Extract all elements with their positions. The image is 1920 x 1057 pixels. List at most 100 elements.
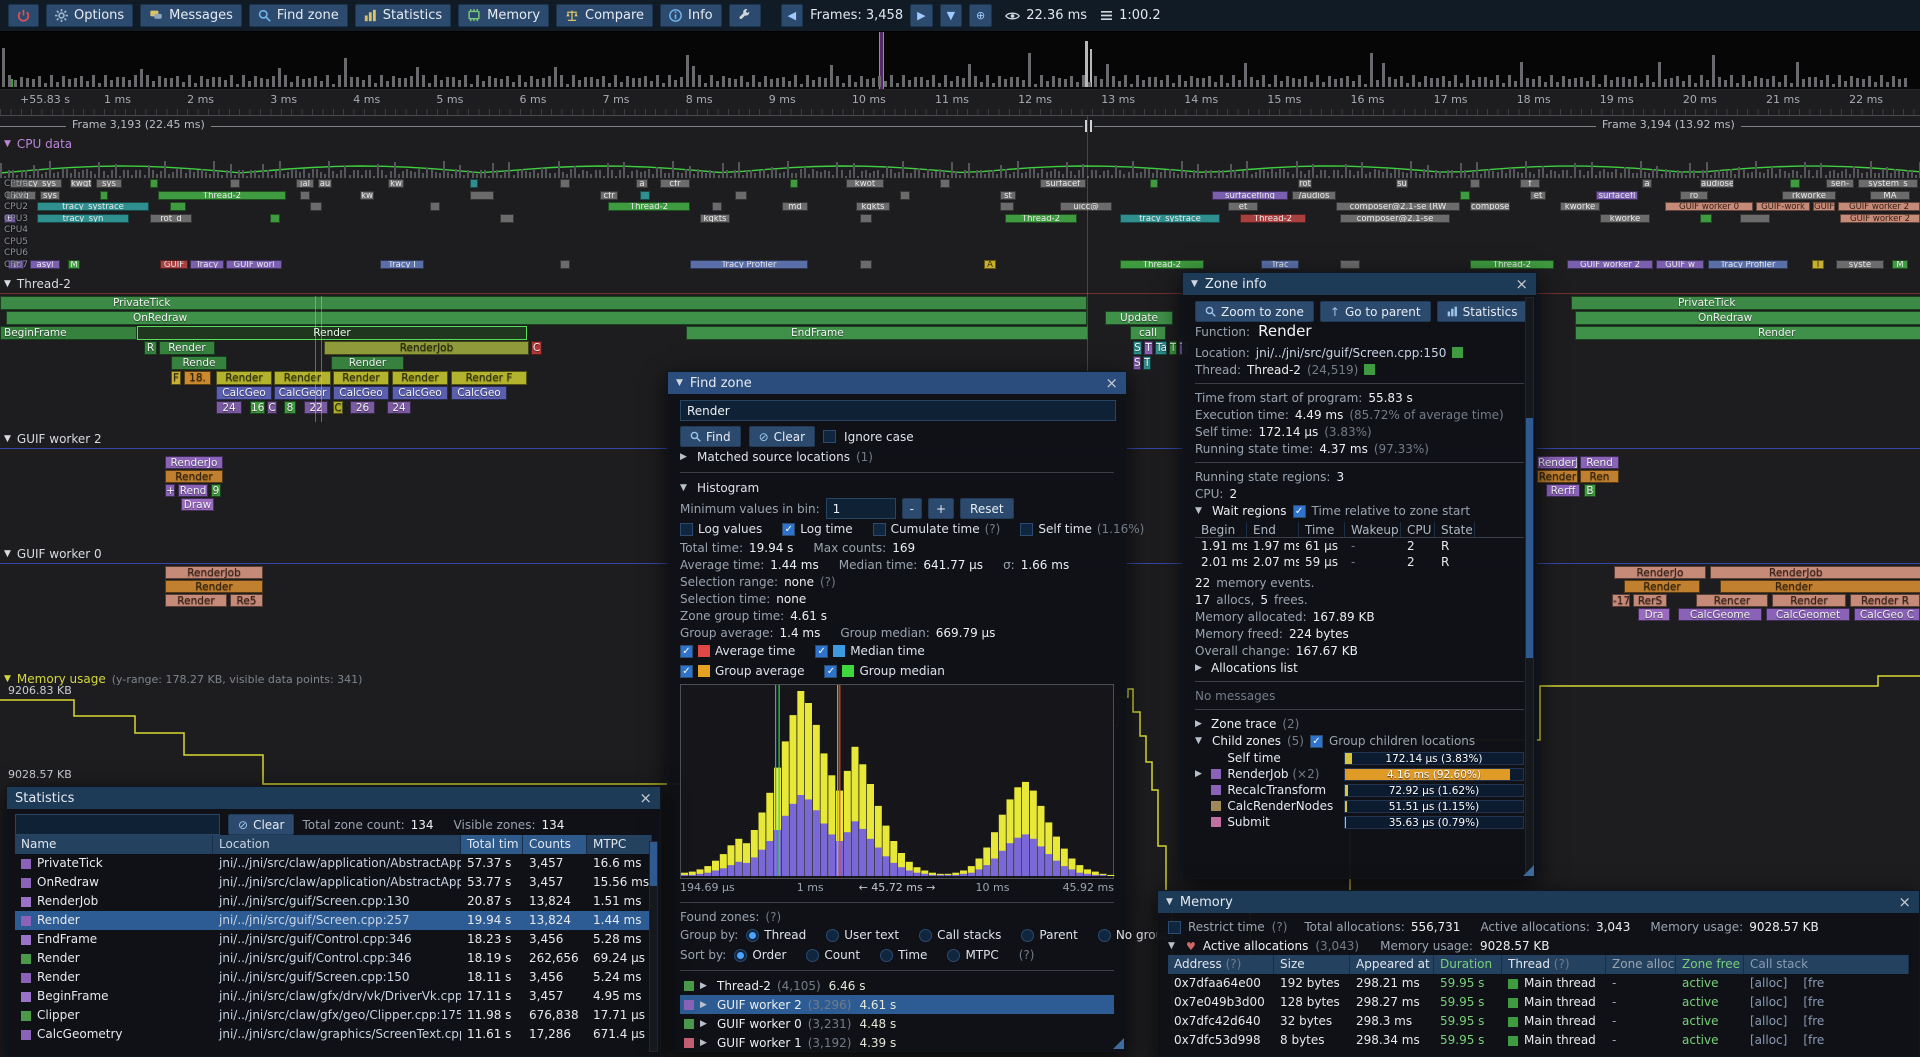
cpu-segment[interactable]: st [1000, 191, 1016, 200]
checkbox[interactable] [815, 644, 829, 658]
resize-grip[interactable] [1523, 865, 1534, 876]
timeline-zone[interactable]: Rende [171, 356, 227, 370]
column-header[interactable]: MTPC [587, 835, 652, 854]
timeline-zone[interactable]: T [1143, 356, 1151, 370]
cpu-segment[interactable]: cfr [600, 191, 618, 200]
statistics-button[interactable]: Statistics [354, 4, 452, 27]
cpu-segment[interactable]: kgkts [856, 202, 890, 211]
column-header[interactable]: Size [1274, 955, 1350, 974]
active-allocations-header[interactable]: ▼ ♥ Active allocations (3,043) Memory us… [1168, 939, 1550, 953]
reset-button[interactable]: Reset [960, 498, 1014, 519]
cpu-segment[interactable] [150, 179, 158, 188]
cpu-segment[interactable]: kworke [1560, 202, 1600, 211]
cpu-segment[interactable]: au [318, 179, 332, 188]
timeline-zone[interactable]: -17 [1612, 594, 1630, 607]
scrollbar[interactable] [649, 841, 658, 1052]
cpu-segment[interactable]: Thread-2 [1240, 214, 1306, 223]
memory-button[interactable]: Memory [458, 4, 550, 27]
cpu-segment[interactable]: kvg [6, 191, 36, 200]
timeline-zone[interactable]: Rerff [1546, 484, 1580, 497]
timeline-zone[interactable]: RerS [1633, 594, 1667, 607]
radio-order[interactable]: Order [734, 948, 786, 962]
timeline-zone[interactable]: 24 [216, 401, 242, 414]
collapse-arrow-icon[interactable]: ▼ [1191, 279, 1198, 289]
cpu-segment[interactable]: su [1396, 179, 1408, 188]
option-group-median[interactable]: Group median [824, 664, 945, 678]
cpu-segment[interactable] [560, 260, 570, 269]
timeline-zone[interactable]: Render [159, 341, 215, 355]
stats-row[interactable]: EndFrame jni/../jni/src/guif/Control.cpp:… [15, 930, 652, 949]
stats-row[interactable]: CalcGeometry jni/../jni/src/claw/graphics… [15, 1025, 652, 1044]
cpu-segment[interactable]: GUIF worker 2 [1840, 214, 1920, 223]
prev-frame-button[interactable]: ◀ [780, 4, 804, 27]
close-icon[interactable]: × [1898, 892, 1911, 911]
timeline-zone[interactable]: Render [165, 470, 223, 483]
stats-row[interactable]: PrivateTick jni/../jni/src/claw/applicati… [15, 854, 652, 873]
cpu-segment[interactable]: composer@2.1-se [1340, 214, 1450, 223]
timeline-zone[interactable]: RenderJ [1537, 456, 1578, 469]
cpu-segment[interactable]: system_s [1858, 179, 1918, 188]
statistics-table-header[interactable]: Name Location Total tim Counts MTPC [15, 835, 652, 854]
zone-statistics-button[interactable]: Statistics [1436, 301, 1528, 322]
cpu-segment[interactable]: surfacefl [1596, 191, 1638, 200]
checkbox[interactable] [824, 664, 838, 678]
find-zone-titlebar[interactable]: ▼ Find zone × [668, 372, 1126, 394]
timeline-zone[interactable]: T [1169, 341, 1177, 355]
timeline-zone[interactable]: RenderJob [1710, 566, 1920, 579]
memory-allocation-row[interactable]: 0x7dfaa64e00 192 bytes 298.21 ms 59.95 s Mai… [1168, 974, 1909, 993]
section-header-guif-worker-0[interactable]: ▼ GUIF worker 0 [4, 546, 102, 562]
timeline-zone[interactable]: Render [1720, 580, 1920, 593]
cpu-segment[interactable] [900, 191, 910, 200]
cpu-segment[interactable]: jal [296, 179, 314, 188]
timeline-zone[interactable]: RenderJob [324, 341, 529, 355]
timeline-zone[interactable]: Dra [1638, 608, 1670, 621]
timeline-zone[interactable]: Rencer [1696, 594, 1768, 607]
option-log-time[interactable]: Log time [782, 522, 853, 536]
power-button[interactable] [8, 4, 39, 27]
cpu-segment[interactable] [640, 191, 650, 200]
zoom-to-zone-button[interactable]: Zoom to zone [1195, 301, 1314, 322]
cpu-segment[interactable]: I [1812, 260, 1824, 269]
cpu-segment[interactable]: tracy_systrace [37, 202, 149, 211]
timeline-zone[interactable]: R [144, 341, 157, 355]
stats-row[interactable]: Render jni/../jni/src/guif/Control.cpp:34… [15, 949, 652, 968]
timeline-zone[interactable]: Rend [1580, 456, 1619, 469]
radio-button[interactable] [746, 928, 760, 942]
cpu-segment[interactable]: syste [1836, 260, 1884, 269]
cpu-segment[interactable]: et [1530, 191, 1546, 200]
next-frame-button[interactable]: ▶ [910, 4, 933, 27]
timeline-zone[interactable]: 16 [250, 401, 265, 414]
collapse-arrow-icon[interactable]: ▼ [676, 378, 683, 388]
cpu-segment[interactable]: asyl [30, 260, 60, 269]
cpu-segment[interactable] [170, 202, 186, 211]
stats-row[interactable]: OnRedraw jni/../jni/src/claw/application/… [15, 873, 652, 892]
child-zones-header[interactable]: ▼Child zones(5)Group children locations [1195, 732, 1524, 750]
child-zone-row[interactable]: RecalcTransform 72.92 μs (1.62%) [1195, 782, 1525, 798]
cpu-segment[interactable]: Thread-2 [1005, 214, 1077, 223]
radio-parent[interactable]: Parent [1021, 928, 1078, 942]
column-header[interactable]: End [1247, 522, 1299, 537]
timeline-zone[interactable]: S [1133, 356, 1141, 370]
cpu-segment[interactable]: tracy_systrace [1120, 214, 1220, 223]
cpu-segment[interactable]: cfr [660, 179, 690, 188]
column-header[interactable]: Total tim [461, 835, 523, 854]
cpu-segment[interactable]: md [782, 202, 808, 211]
timeline-zone[interactable]: RenderJo [1614, 566, 1706, 579]
found-zone-group[interactable]: ▶ GUIF worker 0 (3,231) 4.48 s [680, 1014, 1114, 1033]
cpu-segment[interactable] [1700, 214, 1712, 223]
cpu-segment[interactable] [860, 260, 872, 269]
timeline-zone[interactable]: 9 [211, 484, 221, 497]
compare-button[interactable]: Compare [556, 4, 654, 27]
frames-overview[interactable] [0, 32, 1920, 90]
cpu-segment[interactable] [1740, 214, 1770, 223]
matched-locations-toggle[interactable]: ▶ Matched source locations (1) [680, 450, 873, 464]
cpu-segment[interactable] [500, 214, 514, 223]
checkbox[interactable] [1020, 522, 1034, 536]
focus-frame-button[interactable]: ⊕ [969, 4, 993, 27]
cpu-segment[interactable]: Tracy Profiler [1708, 260, 1788, 269]
cpu-segment[interactable] [1000, 202, 1014, 211]
cpu-segment[interactable]: Tracy [190, 260, 224, 269]
timeline-zone[interactable]: Render [392, 371, 448, 385]
timeline-zone[interactable]: 8 [284, 401, 296, 414]
timeline-zone[interactable]: C [531, 341, 542, 355]
